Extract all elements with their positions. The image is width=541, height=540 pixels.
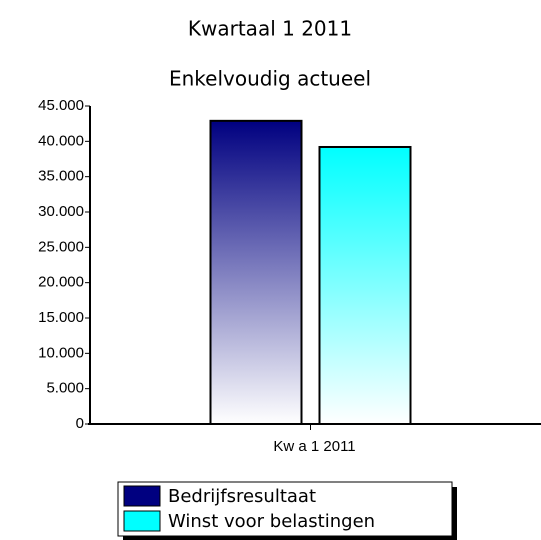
- y-tick-label: 30.000: [38, 203, 84, 220]
- legend-box: [117, 481, 453, 537]
- bar: [318, 145, 412, 425]
- chart-title: Kwartaal 1 2011: [188, 17, 352, 41]
- y-tick-label: 20.000: [38, 274, 84, 291]
- bar: [209, 119, 303, 425]
- y-tick-label: 15.000: [38, 309, 84, 326]
- y-tick-label: 10.000: [38, 344, 84, 361]
- y-tick-label: 45.000: [38, 97, 84, 114]
- y-tick-label: 40.000: [38, 132, 84, 149]
- y-tick-label: 0: [76, 415, 84, 432]
- legend-label: Bedrijfsresultaat: [168, 486, 316, 507]
- legend-swatch: [123, 510, 161, 532]
- chart-subtitle: Enkelvoudig actueel: [169, 67, 371, 91]
- y-tick-label: 35.000: [38, 168, 84, 185]
- y-tick-label: 25.000: [38, 238, 84, 255]
- y-tick-label: 5.000: [46, 380, 84, 397]
- legend-label: Winst voor belastingen: [168, 511, 375, 532]
- legend-swatch: [123, 485, 161, 507]
- x-tick-label: Kw a 1 2011: [273, 438, 355, 455]
